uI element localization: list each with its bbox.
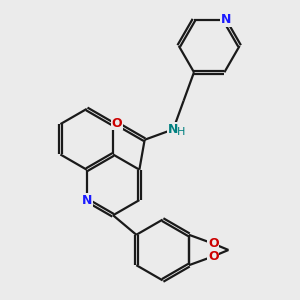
- Text: H: H: [177, 127, 185, 137]
- Text: N: N: [168, 123, 178, 136]
- Text: O: O: [208, 250, 219, 263]
- Text: O: O: [208, 237, 219, 250]
- Text: N: N: [221, 13, 231, 26]
- Text: O: O: [112, 116, 122, 130]
- Text: N: N: [82, 194, 92, 207]
